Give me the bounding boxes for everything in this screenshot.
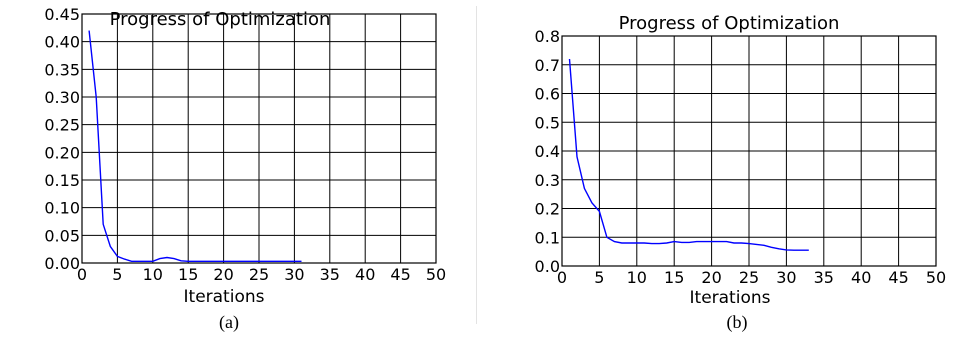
chart-b: 0 5 10 15 20 25 30 35 40 45 50 0.0 0.1 0.2 0.3 0.4 0.5 0.… xyxy=(535,13,947,308)
x-tick-label: 10 xyxy=(627,268,647,287)
y-tick-label: 0.3 xyxy=(535,171,560,190)
y-tick-label: 0.10 xyxy=(44,199,80,218)
figure-caption-a: (a) xyxy=(219,312,239,332)
x-tick-label: 5 xyxy=(112,265,122,284)
chart-b-title: Progress of Optimization xyxy=(619,13,840,34)
y-tick-label: 0.25 xyxy=(44,116,80,135)
y-tick-label: 0.30 xyxy=(44,88,80,107)
x-tick-label: 25 xyxy=(249,265,269,284)
chart-panel-b: 0 5 10 15 20 25 30 35 40 45 50 0.0 0.1 0.2 0.3 0.4 0.5 0.… xyxy=(477,0,953,339)
y-tick-label: 0.1 xyxy=(535,228,560,247)
y-tick-label: 0.40 xyxy=(44,33,80,52)
x-tick-label: 40 xyxy=(851,268,871,287)
y-tick-label: 0.4 xyxy=(535,142,560,161)
figure-caption-b: (b) xyxy=(726,312,748,332)
x-tick-label: 5 xyxy=(594,268,604,287)
chart-a-x-axis-label: Iterations xyxy=(184,287,265,307)
y-tick-label: 0.7 xyxy=(535,56,560,75)
x-tick-label: 30 xyxy=(776,268,796,287)
y-tick-label: 0.20 xyxy=(44,143,80,162)
chart-a-title: Progress of Optimization xyxy=(110,9,331,30)
x-tick-label: 0 xyxy=(557,268,567,287)
chart-b-x-axis-label: Iterations xyxy=(690,288,771,308)
x-tick-label: 25 xyxy=(739,268,759,287)
y-tick-label: 0.15 xyxy=(44,171,80,190)
x-tick-label: 35 xyxy=(814,268,834,287)
x-tick-label: 15 xyxy=(178,265,198,284)
panel-divider xyxy=(476,6,477,324)
x-tick-label: 50 xyxy=(926,268,946,287)
x-tick-label: 15 xyxy=(664,268,684,287)
y-tick-label: 0.45 xyxy=(44,5,80,24)
x-tick-label: 50 xyxy=(426,265,446,284)
chart-panel-a: 0 5 10 15 20 25 30 35 40 45 50 0.00 0.05 0.10 0.15 0.20… xyxy=(0,0,476,339)
chart-a: 0 5 10 15 20 25 30 35 40 45 50 0.00 0.05 0.10 0.15 0.20… xyxy=(44,5,446,307)
x-tick-label: 30 xyxy=(284,265,304,284)
series-line-b xyxy=(568,58,809,251)
x-tick-label: 45 xyxy=(888,268,908,287)
y-tick-label: 0.8 xyxy=(535,27,560,46)
x-tick-label: 0 xyxy=(77,265,87,284)
x-tick-label: 35 xyxy=(320,265,340,284)
y-tick-label: 0.0 xyxy=(535,257,560,276)
y-tick-label: 0.00 xyxy=(44,254,80,273)
y-tick-label: 0.2 xyxy=(535,200,560,219)
x-tick-label: 20 xyxy=(701,268,721,287)
y-tick-label: 0.5 xyxy=(535,113,560,132)
series-line-a xyxy=(88,30,302,262)
y-tick-label: 0.35 xyxy=(44,60,80,79)
x-tick-label: 45 xyxy=(390,265,410,284)
x-tick-label: 20 xyxy=(213,265,233,284)
x-tick-label: 10 xyxy=(143,265,163,284)
x-tick-label: 40 xyxy=(355,265,375,284)
y-tick-label: 0.05 xyxy=(44,226,80,245)
y-tick-label: 0.6 xyxy=(535,85,560,104)
